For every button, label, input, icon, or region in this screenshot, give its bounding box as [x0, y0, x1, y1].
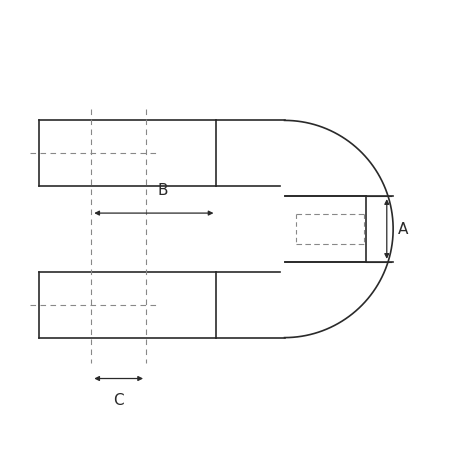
- Text: C: C: [113, 392, 124, 407]
- Text: B: B: [157, 183, 168, 198]
- Text: A: A: [397, 222, 408, 237]
